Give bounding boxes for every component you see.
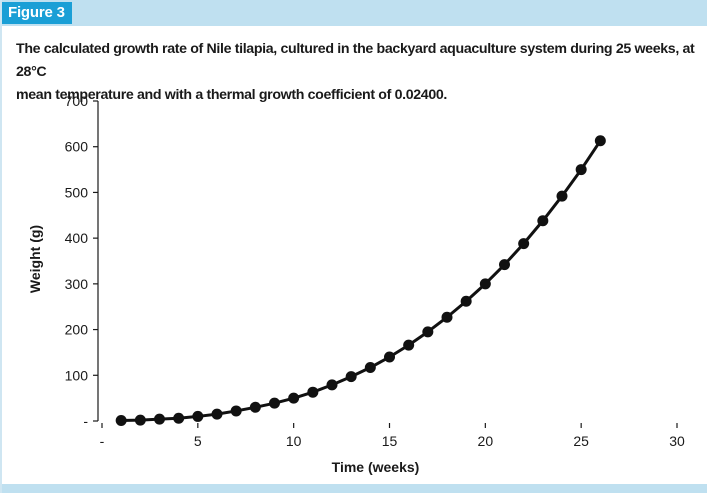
figure-caption: The calculated growth rate of Nile tilap… [16, 38, 706, 107]
data-point [211, 408, 223, 420]
chart-axes: - 100 200 300 400 500 600 700 - 5 10 15 20 25 30 [65, 93, 685, 449]
data-point [460, 295, 472, 307]
y-tick-label: 500 [65, 184, 89, 200]
x-tick-label: 20 [478, 433, 494, 449]
x-axis-title: Time (weeks) [332, 459, 420, 475]
data-point [115, 415, 127, 427]
caption-line-1: The calculated growth rate of Nile tilap… [16, 41, 695, 80]
data-point [249, 401, 261, 413]
data-point [192, 410, 204, 422]
data-point [479, 278, 491, 290]
x-tick-label: 25 [573, 433, 589, 449]
chart-series-layer [115, 135, 606, 427]
x-tick-label: 5 [194, 433, 202, 449]
data-point [537, 215, 549, 227]
data-point [230, 405, 242, 417]
data-point [575, 164, 587, 176]
data-point [594, 135, 606, 147]
data-point [269, 397, 280, 409]
x-tick-label: 30 [669, 433, 685, 449]
x-tick-label: 15 [382, 433, 398, 449]
data-point [173, 412, 185, 424]
data-point [403, 339, 415, 351]
data-point [134, 414, 146, 426]
caption-line-2: mean temperature and with a thermal grow… [16, 87, 448, 103]
y-tick-label: 700 [65, 93, 89, 109]
data-point [345, 371, 357, 383]
y-tick-label: 200 [65, 322, 89, 338]
y-tick-label: 600 [65, 139, 89, 155]
y-tick-label: 100 [65, 367, 89, 383]
data-point [307, 386, 319, 398]
y-tick-label: 300 [65, 276, 89, 292]
data-point [422, 326, 434, 338]
x-tick-label: 10 [286, 433, 302, 449]
data-point [154, 413, 165, 425]
data-point [441, 311, 453, 323]
y-tick-label: 400 [65, 230, 89, 246]
figure-header-band [2, 0, 707, 26]
data-point [518, 238, 530, 250]
data-point [499, 259, 510, 271]
data-point [384, 351, 395, 363]
series-line-0 [121, 139, 602, 423]
figure-footer-band [2, 484, 707, 493]
y-tick-label: - [83, 413, 88, 429]
data-point [364, 362, 376, 374]
x-tick-label: - [100, 433, 105, 449]
data-point [556, 190, 568, 202]
y-axis-title: Weight (g) [27, 225, 43, 293]
data-point [326, 379, 338, 391]
data-point [288, 392, 300, 404]
figure-label: Figure 3 [2, 2, 72, 24]
